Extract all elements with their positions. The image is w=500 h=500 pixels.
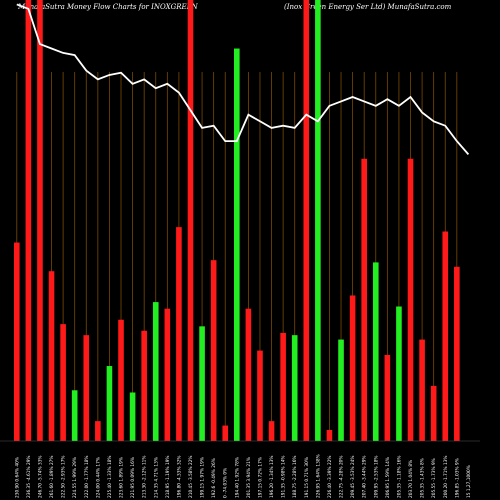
bar-5 (60, 324, 66, 441)
bar-32 (372, 262, 379, 441)
bar-18 (210, 260, 217, 441)
bar-6 (71, 390, 78, 441)
x-tick-label: 225.40 -1.33% 18% (107, 455, 113, 498)
x-tick-label: 207.40 -3.44% 29% (362, 455, 368, 498)
bar-24 (280, 332, 286, 441)
x-tick-label: 222.50 -2.93% 17% (61, 455, 67, 498)
bar-35 (407, 158, 414, 441)
x-tick-label: 194.40 1.92% 78% (234, 457, 240, 498)
x-tick-label: 261.60 -1.89% 27% (49, 455, 55, 498)
x-tick-label: 191.15 0.71% 30% (304, 457, 310, 498)
x-tick-label: 191.35 -0.98% 14% (281, 455, 287, 498)
x-tick-label: 209.95 -2.53% 18% (373, 455, 379, 498)
x-tick-label: 226.40 -3.39% 22% (327, 455, 333, 498)
x-tick-label: 201.35 3.94% 21% (246, 457, 252, 498)
chart-subtitle: (Inox Green Energy Ser Ltd) MunafaSutra.… (284, 3, 452, 11)
bar-27 (315, 0, 321, 441)
x-tick-label: 221.95 0.09% 16% (130, 457, 136, 498)
x-tick-label: 205.35 -1.43% 8% (420, 458, 426, 498)
bar-22 (257, 350, 263, 441)
bar-14 (164, 308, 171, 441)
x-tick-label: 218.95 -1.19% 19% (165, 455, 171, 498)
bar-7 (83, 335, 90, 441)
bar-39 (454, 266, 460, 441)
bar-10 (118, 319, 124, 441)
x-extra-label: 15 1,27,1000% (466, 465, 472, 498)
bar-1 (13, 242, 20, 441)
x-tick-label: 196.80 -4.33% 32% (176, 455, 182, 498)
bar-17 (199, 326, 205, 441)
bar-37 (430, 385, 437, 442)
bar-31 (361, 158, 367, 441)
bar-29 (338, 339, 344, 441)
bar-36 (419, 339, 425, 441)
x-tick-label: 200.20 -1.71% 13% (443, 455, 449, 498)
bar-23 (268, 421, 275, 441)
x-tick-label: 222.75 -4.28% 20% (339, 455, 345, 498)
bar-15 (176, 227, 182, 441)
x-tick-label: 0 -74.03% 0% (223, 468, 229, 498)
x-tick-label: 214.35 4.71% 13% (153, 457, 159, 498)
x-tick-label: 213.30 -2.12% 11% (142, 455, 148, 498)
x-tick-label: 192.6 -0.49% 26% (211, 458, 217, 498)
price-line (16, 3, 470, 155)
x-tick-label: 205.55 -1.73% 9% (431, 458, 437, 498)
x-tick-label: 210.45 -3.58% 22% (188, 455, 194, 498)
x-tick-label: 226.95 1.64% 138% (315, 454, 321, 498)
x-tick-label: 246.70 -5.74% 33% (37, 455, 43, 498)
bar-26 (303, 0, 310, 441)
x-tick-label: 209.45 -3.53% 24% (350, 455, 356, 498)
x-tick-label: 196.85 -1.03% 9% (454, 458, 460, 498)
chart-title: MunafaSutra Money Flow Charts for INOXGR… (17, 3, 199, 11)
bar-34 (396, 306, 402, 441)
bar-9 (106, 366, 113, 441)
bar-2 (25, 0, 32, 441)
bar-12 (141, 330, 147, 441)
bar-33 (384, 355, 391, 441)
bar-20 (234, 48, 240, 441)
bar-38 (442, 231, 449, 441)
x-tick-label: 206.95 1.59% 14% (385, 457, 391, 498)
bar-3 (37, 0, 43, 441)
bar-25 (291, 335, 298, 441)
x-tick-label: 223.60 1.89% 19% (119, 457, 125, 498)
x-tick-label: 224.00 0.44% 17% (95, 457, 101, 498)
x-axis-labels: 230.90 0.64% 40% 236.35 -4.61% 29% 246.70 … (14, 454, 472, 498)
bar-11 (129, 392, 136, 441)
bar-21 (245, 308, 252, 441)
x-tick-label: 224.55 1.99% 29% (72, 457, 78, 498)
x-tick-label: 199.15 1.97% 19% (200, 457, 206, 498)
bar-8 (95, 421, 101, 441)
bar-4 (48, 271, 55, 441)
bar-16 (187, 0, 194, 441)
bar-13 (152, 302, 159, 441)
x-tick-label: 205.35 -1.18% 16% (396, 455, 402, 498)
x-tick-label: 230.90 0.64% 40% (14, 457, 20, 498)
volume-bars (13, 0, 460, 442)
x-tick-label: 222.00 -1.77% 18% (84, 455, 90, 498)
x-tick-label: 197.15 0.72% 17% (257, 457, 263, 498)
x-tick-label: 203.70 1.04% 8% (408, 460, 414, 498)
x-tick-label: 196.20 -1.34% 13% (269, 455, 275, 498)
bar-30 (349, 295, 356, 441)
bar-19 (222, 425, 229, 441)
x-tick-label: 188.75 -2.28% 16% (292, 455, 298, 498)
x-tick-label: 236.35 -4.61% 29% (26, 455, 32, 498)
bar-28 (326, 429, 333, 441)
